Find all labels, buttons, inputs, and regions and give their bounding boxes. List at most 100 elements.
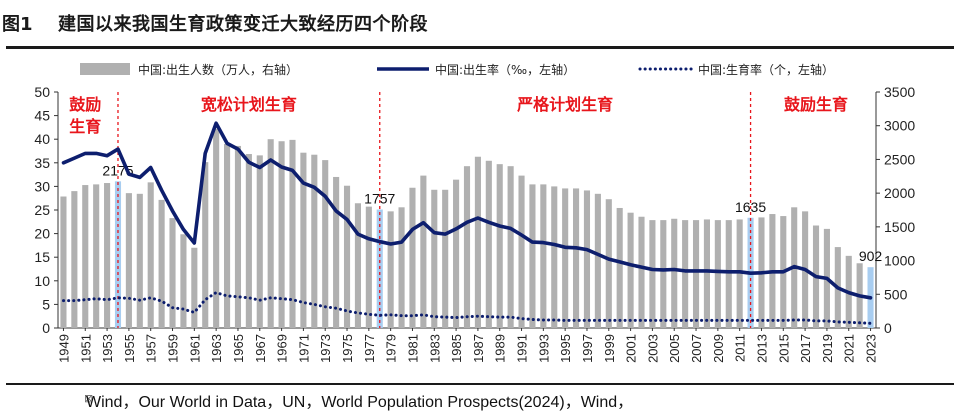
birth-bar bbox=[234, 145, 242, 328]
x-tick-label: 1997 bbox=[580, 334, 595, 363]
birth-bar bbox=[398, 207, 405, 328]
figure-label: 图1 bbox=[2, 14, 33, 35]
birth-bar bbox=[725, 220, 732, 328]
birth-bar bbox=[82, 185, 89, 328]
birth-bar bbox=[507, 166, 514, 328]
period-label-line: 生育 bbox=[69, 117, 101, 136]
legend-swatch-bar bbox=[80, 63, 130, 75]
birth-bar bbox=[256, 155, 263, 328]
birth-bar bbox=[420, 175, 427, 328]
birth-bar bbox=[333, 176, 340, 328]
right-tick-label: 1000 bbox=[884, 253, 915, 269]
figure-title: 建国以来我国生育政策变迁大致经历四个阶段 bbox=[58, 14, 428, 35]
birth-bar bbox=[573, 188, 580, 328]
source-divider bbox=[6, 383, 954, 385]
chart: 0510152025303540455005001000150020002500… bbox=[34, 62, 915, 363]
x-tick-label: 2005 bbox=[667, 334, 682, 363]
left-tick-label: 10 bbox=[34, 273, 50, 289]
birth-bar bbox=[169, 218, 176, 328]
legend-label: 中国:出生率（‰，左轴） bbox=[435, 62, 575, 77]
x-tick-label: 1973 bbox=[318, 334, 333, 363]
birth-bar bbox=[300, 152, 307, 328]
birth-bar bbox=[562, 188, 569, 328]
birth-bar bbox=[485, 160, 492, 328]
birth-bar bbox=[60, 196, 67, 328]
birth-bar bbox=[463, 166, 471, 328]
x-tick-label: 1955 bbox=[122, 334, 137, 363]
birth-bar bbox=[540, 184, 547, 328]
birth-bar bbox=[474, 156, 481, 328]
x-tick-label: 1967 bbox=[253, 334, 268, 363]
x-tick-label: 2011 bbox=[733, 334, 748, 362]
x-tick-label: 2023 bbox=[864, 334, 879, 363]
birth-bar bbox=[529, 184, 536, 328]
x-tick-label: 1957 bbox=[144, 334, 159, 363]
x-tick-label: 1963 bbox=[209, 334, 224, 363]
birth-bar bbox=[387, 211, 394, 328]
left-tick-label: 15 bbox=[34, 249, 50, 265]
source-text: Wind，Our World in Data，UN，World Populati… bbox=[86, 394, 634, 411]
birth-bar bbox=[431, 189, 438, 328]
legend-label: 中国:出生人数（万人，右轴） bbox=[138, 62, 298, 77]
birth-bar bbox=[682, 220, 689, 328]
left-tick-label: 50 bbox=[34, 84, 50, 100]
birth-bar bbox=[278, 141, 285, 328]
x-tick-label: 1971 bbox=[296, 334, 311, 363]
period-label: 鼓励生育 bbox=[69, 95, 101, 136]
birth-bar bbox=[93, 184, 100, 328]
birth-bar bbox=[583, 190, 591, 328]
x-tick-label: 1979 bbox=[384, 334, 399, 363]
birth-bar bbox=[267, 139, 274, 328]
birth-bar bbox=[147, 182, 154, 328]
x-tick-label: 2001 bbox=[624, 334, 639, 363]
right-tick-label: 3500 bbox=[884, 84, 915, 100]
x-tick-label: 1995 bbox=[558, 334, 573, 363]
birth-bar bbox=[191, 247, 198, 328]
x-tick-label: 2013 bbox=[754, 334, 769, 363]
x-tick-label: 1981 bbox=[405, 334, 420, 363]
birth-bar bbox=[180, 234, 187, 328]
birth-bar bbox=[223, 143, 231, 328]
birth-bar bbox=[354, 203, 361, 328]
right-tick-label: 2500 bbox=[884, 151, 915, 167]
birth-bar bbox=[496, 164, 503, 328]
birth-bar bbox=[245, 154, 252, 328]
x-tick-label: 1951 bbox=[78, 334, 93, 363]
left-tick-label: 0 bbox=[42, 320, 50, 336]
birth-bar bbox=[518, 175, 525, 328]
highlight-bar-label: 1757 bbox=[364, 191, 395, 207]
x-tick-label: 1991 bbox=[515, 334, 530, 363]
birth-bar bbox=[703, 219, 711, 328]
x-tick-label: 1965 bbox=[231, 334, 246, 363]
period-label-line: 宽松计划生育 bbox=[201, 95, 297, 114]
period-label: 严格计划生育 bbox=[516, 95, 613, 114]
x-tick-label: 1985 bbox=[449, 334, 464, 363]
right-tick-label: 500 bbox=[884, 286, 908, 302]
x-tick-label: 2015 bbox=[776, 334, 791, 363]
x-tick-label: 1993 bbox=[536, 334, 551, 363]
x-tick-label: 1959 bbox=[166, 334, 181, 363]
birth-bar bbox=[365, 206, 372, 328]
birth-bar bbox=[594, 193, 601, 328]
birth-bar bbox=[158, 199, 165, 328]
x-tick-label: 2007 bbox=[689, 334, 704, 363]
legend-label: 中国:生育率（个，左轴） bbox=[698, 62, 834, 77]
x-tick-label: 2003 bbox=[645, 334, 660, 363]
x-tick-label: 1961 bbox=[187, 334, 202, 363]
left-tick-label: 40 bbox=[34, 131, 50, 147]
birth-bar bbox=[551, 186, 558, 328]
birth-bar bbox=[649, 220, 656, 328]
right-tick-label: 2000 bbox=[884, 185, 915, 201]
birth-bar bbox=[125, 193, 132, 328]
left-tick-label: 35 bbox=[34, 155, 50, 171]
left-tick-label: 20 bbox=[34, 226, 50, 242]
birth-bar bbox=[442, 189, 449, 328]
birth-bar bbox=[322, 160, 329, 328]
birth-rate-line bbox=[61, 121, 873, 300]
left-tick-label: 25 bbox=[34, 202, 50, 218]
right-tick-label: 0 bbox=[884, 320, 892, 336]
period-label-line: 严格计划生育 bbox=[516, 95, 613, 114]
birth-bar bbox=[202, 162, 209, 328]
birth-bar bbox=[71, 191, 78, 328]
x-tick-label: 1987 bbox=[471, 334, 486, 363]
